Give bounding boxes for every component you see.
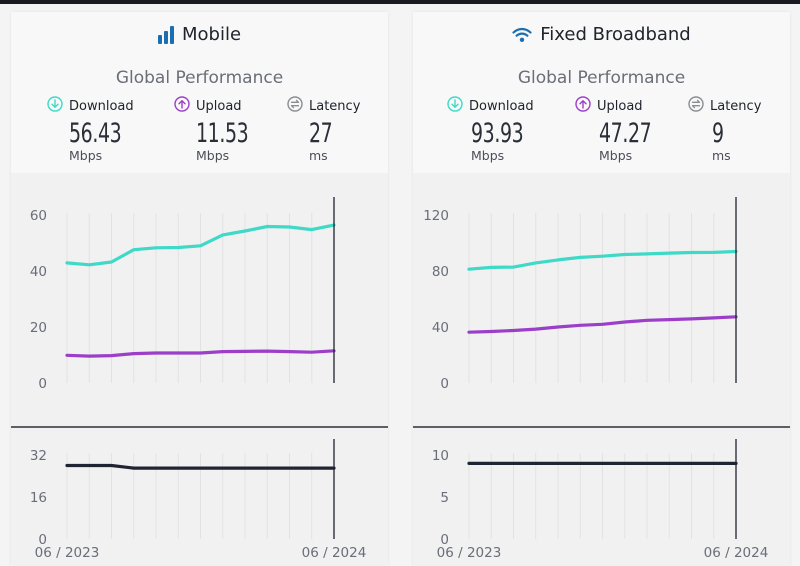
panel-subtitle: Global Performance — [115, 68, 284, 88]
download-label: Download — [469, 98, 534, 114]
latency-arrows-icon — [287, 96, 303, 116]
mobile-panel: Mobile Global Performance Download 56.43… — [11, 12, 388, 566]
wifi-icon — [512, 27, 532, 43]
download-label: Download — [69, 98, 134, 114]
x-tick-label-start: 06 / 2023 — [35, 545, 100, 561]
mobile-chart[interactable]: 0 20 40 60 0 16 32 06 / 2023 06 / 2024 — [11, 173, 388, 566]
download-arrow-icon — [447, 96, 463, 116]
upload-arrow-icon — [575, 96, 591, 116]
upload-series-line — [65, 349, 336, 358]
download-value: 93.93 — [471, 118, 524, 149]
top-bar — [0, 0, 800, 4]
panel-title: Fixed Broadband — [413, 24, 790, 45]
panel-header: Fixed Broadband Global Performance Downl… — [413, 12, 790, 173]
fixed-broadband-panel: Fixed Broadband Global Performance Downl… — [413, 12, 790, 566]
download-series-line — [467, 249, 738, 271]
upload-metric: Upload 11.53 Mbps — [174, 96, 263, 166]
signal-bars-icon — [157, 25, 174, 44]
upload-label: Upload — [597, 98, 643, 114]
upload-unit: Mbps — [599, 148, 633, 163]
upload-unit: Mbps — [196, 148, 230, 163]
latency-metric: Latency 9 ms — [688, 96, 761, 166]
upload-value: 47.27 — [599, 118, 652, 149]
latency-y-tick-label: 5 — [440, 490, 449, 506]
upload-metric: Upload 47.27 Mbps — [575, 96, 666, 166]
download-metric: Download 56.43 Mbps — [47, 96, 136, 166]
download-unit: Mbps — [69, 148, 103, 163]
latency-y-tick-label: 16 — [30, 490, 47, 506]
fixed-broadband-chart[interactable]: 0 40 80 120 0 5 10 06 / 2023 06 / 2024 — [413, 173, 790, 566]
latency-value: 27 — [309, 118, 333, 149]
latency-unit: ms — [309, 148, 328, 163]
x-tick-label-end: 06 / 2024 — [302, 545, 367, 561]
panel-header: Mobile Global Performance Download 56.43… — [11, 12, 388, 173]
download-value: 56.43 — [69, 118, 122, 149]
fixed-broadband-chart-svg[interactable]: 0 40 80 120 0 5 10 06 / 2023 06 / 2024 — [413, 173, 790, 566]
latency-label: Latency — [710, 98, 762, 114]
latency-y-tick-label: 0 — [440, 532, 449, 548]
latency-label: Latency — [309, 98, 361, 114]
speed-y-tick-label: 120 — [423, 208, 449, 224]
download-unit: Mbps — [471, 148, 505, 163]
x-tick-label-end: 06 / 2024 — [704, 545, 769, 561]
latency-metric: Latency 27 ms — [287, 96, 360, 166]
speed-y-tick-label: 80 — [432, 264, 449, 280]
download-metric: Download 93.93 Mbps — [447, 96, 538, 166]
x-tick-label-start: 06 / 2023 — [437, 545, 502, 561]
latency-unit: ms — [712, 148, 731, 163]
mobile-chart-svg[interactable]: 0 20 40 60 0 16 32 06 / 2023 06 / 2024 — [11, 173, 388, 566]
panel-subtitle: Global Performance — [517, 68, 686, 88]
speed-y-tick-label: 0 — [440, 376, 449, 392]
upload-value: 11.53 — [196, 118, 249, 149]
panel-title-text: Fixed Broadband — [540, 24, 691, 45]
panel-title: Mobile — [11, 24, 388, 45]
speed-y-tick-label: 20 — [30, 320, 47, 336]
latency-value: 9 — [712, 118, 724, 149]
upload-arrow-icon — [174, 96, 190, 116]
panel-title-text: Mobile — [181, 24, 242, 45]
latency-y-tick-label: 0 — [38, 532, 47, 548]
speed-y-tick-label: 60 — [30, 208, 47, 224]
speed-y-tick-label: 40 — [30, 264, 47, 280]
latency-arrows-icon — [688, 96, 704, 116]
upload-label: Upload — [196, 98, 242, 114]
speed-y-tick-label: 40 — [432, 320, 449, 336]
latency-y-tick-label: 10 — [432, 448, 449, 464]
speed-y-tick-label: 0 — [38, 376, 47, 392]
download-arrow-icon — [47, 96, 63, 116]
latency-y-tick-label: 32 — [30, 448, 47, 464]
